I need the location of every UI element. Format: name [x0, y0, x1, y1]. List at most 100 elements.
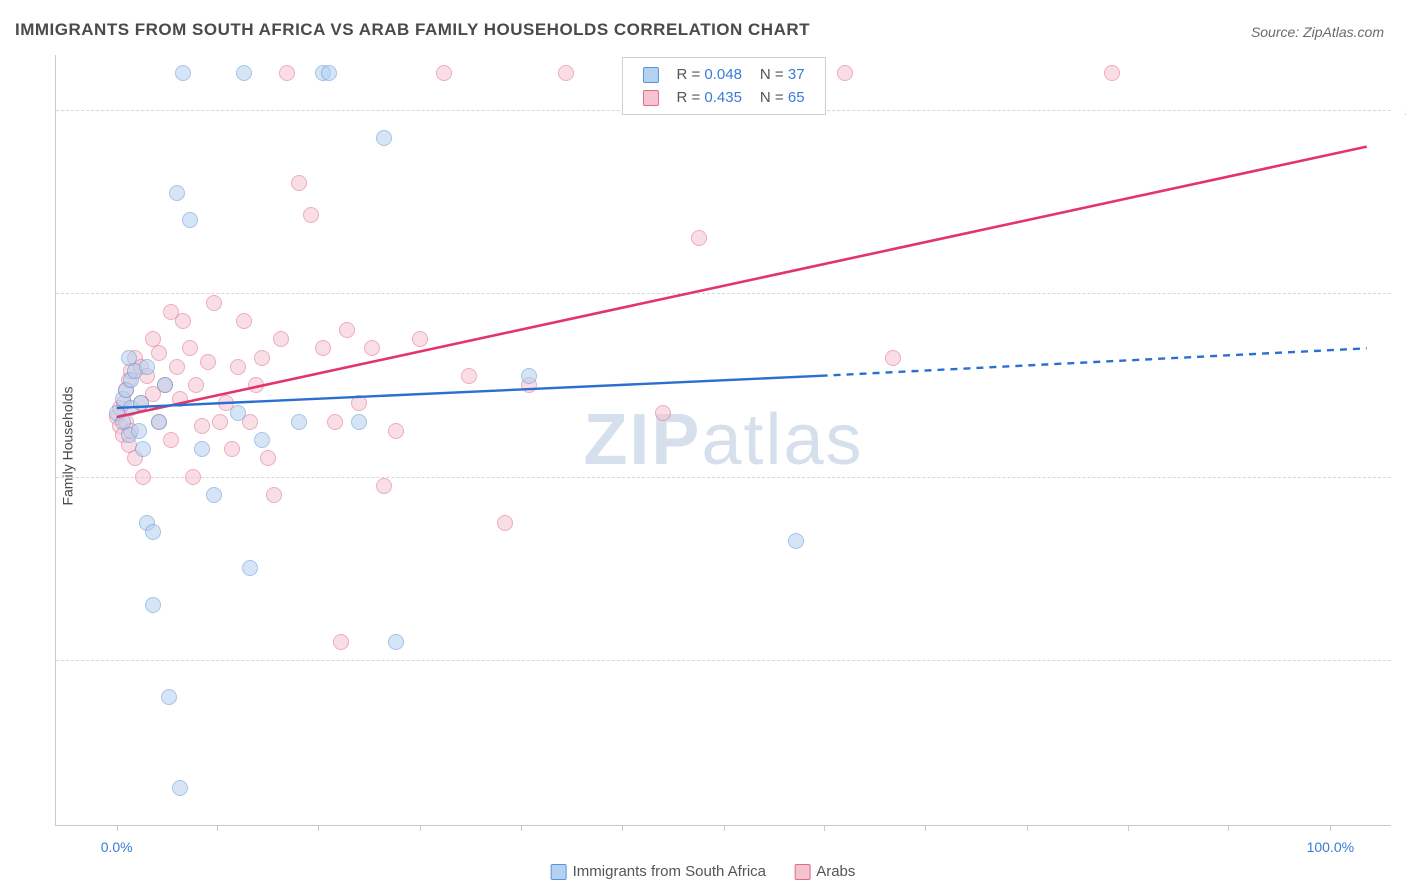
x-tick: [724, 825, 725, 831]
gridline-h: [56, 477, 1391, 478]
scatter-point-pink: [412, 331, 428, 347]
x-tick: [1027, 825, 1028, 831]
scatter-point-pink: [339, 322, 355, 338]
scatter-point-blue: [291, 414, 307, 430]
scatter-point-blue: [254, 432, 270, 448]
scatter-point-pink: [212, 414, 228, 430]
x-tick: [217, 825, 218, 831]
scatter-point-pink: [266, 487, 282, 503]
scatter-point-blue: [242, 560, 258, 576]
scatter-point-blue: [131, 423, 147, 439]
x-tick: [925, 825, 926, 831]
scatter-point-blue: [521, 368, 537, 384]
scatter-point-blue: [157, 377, 173, 393]
scatter-point-pink: [260, 450, 276, 466]
scatter-point-pink: [135, 469, 151, 485]
y-tick-label: 100.0%: [1397, 102, 1406, 118]
scatter-point-blue: [376, 130, 392, 146]
scatter-point-blue: [206, 487, 222, 503]
x-tick: [1330, 825, 1331, 831]
scatter-point-blue: [145, 524, 161, 540]
scatter-point-pink: [315, 340, 331, 356]
series-legend: Immigrants from South Africa Arabs: [539, 863, 868, 880]
scatter-point-blue: [175, 65, 191, 81]
swatch-pink: [642, 90, 658, 106]
scatter-point-blue: [321, 65, 337, 81]
scatter-point-pink: [436, 65, 452, 81]
x-tick: [622, 825, 623, 831]
scatter-point-pink: [273, 331, 289, 347]
scatter-point-pink: [200, 354, 216, 370]
x-tick: [1228, 825, 1229, 831]
scatter-point-pink: [376, 478, 392, 494]
x-tick: [824, 825, 825, 831]
y-tick-label: 40.0%: [1397, 652, 1406, 668]
x-tick-label: 0.0%: [101, 839, 133, 855]
swatch-blue: [642, 67, 658, 83]
scatter-point-pink: [655, 405, 671, 421]
scatter-point-blue: [351, 414, 367, 430]
scatter-point-blue: [151, 414, 167, 430]
scatter-point-pink: [388, 423, 404, 439]
scatter-point-pink: [1104, 65, 1120, 81]
scatter-point-pink: [163, 432, 179, 448]
scatter-point-pink: [303, 207, 319, 223]
scatter-point-pink: [291, 175, 307, 191]
gridline-h: [56, 660, 1391, 661]
x-tick: [1128, 825, 1129, 831]
scatter-point-pink: [206, 295, 222, 311]
scatter-point-pink: [248, 377, 264, 393]
scatter-point-blue: [172, 780, 188, 796]
swatch-blue-icon: [551, 864, 567, 880]
gridline-h: [56, 293, 1391, 294]
scatter-point-pink: [175, 313, 191, 329]
scatter-point-blue: [169, 185, 185, 201]
scatter-point-pink: [188, 377, 204, 393]
scatter-point-pink: [333, 634, 349, 650]
x-tick: [521, 825, 522, 831]
legend-row-blue: R = 0.048 N = 37: [634, 64, 812, 85]
scatter-point-pink: [230, 359, 246, 375]
scatter-point-pink: [461, 368, 477, 384]
source-attribution: Source: ZipAtlas.com: [1251, 24, 1384, 40]
scatter-point-pink: [691, 230, 707, 246]
y-tick-label: 60.0%: [1397, 469, 1406, 485]
scatter-point-pink: [194, 418, 210, 434]
scatter-point-blue: [230, 405, 246, 421]
scatter-point-pink: [169, 359, 185, 375]
scatter-point-blue: [133, 395, 149, 411]
scatter-point-blue: [135, 441, 151, 457]
correlation-legend: R = 0.048 N = 37 R = 0.435 N = 65: [621, 57, 825, 115]
scatter-point-pink: [254, 350, 270, 366]
scatter-point-pink: [837, 65, 853, 81]
scatter-point-pink: [364, 340, 380, 356]
x-tick: [318, 825, 319, 831]
scatter-point-pink: [351, 395, 367, 411]
legend-item-blue: Immigrants from South Africa: [551, 863, 771, 880]
scatter-point-pink: [182, 340, 198, 356]
scatter-point-blue: [236, 65, 252, 81]
legend-row-pink: R = 0.435 N = 65: [634, 87, 812, 108]
scatter-point-blue: [139, 359, 155, 375]
scatter-point-blue: [182, 212, 198, 228]
scatter-point-blue: [145, 597, 161, 613]
scatter-point-pink: [224, 441, 240, 457]
chart-title: IMMIGRANTS FROM SOUTH AFRICA VS ARAB FAM…: [15, 20, 810, 40]
regression-line: [821, 348, 1367, 376]
x-tick-label: 100.0%: [1307, 839, 1354, 855]
scatter-point-blue: [194, 441, 210, 457]
legend-item-pink: Arabs: [794, 863, 855, 880]
scatter-point-pink: [885, 350, 901, 366]
scatter-point-pink: [558, 65, 574, 81]
x-tick: [117, 825, 118, 831]
scatter-point-pink: [327, 414, 343, 430]
scatter-point-pink: [185, 469, 201, 485]
scatter-point-pink: [497, 515, 513, 531]
scatter-point-pink: [172, 391, 188, 407]
plot-area: ZIPatlas R = 0.048 N = 37 R = 0.435 N = …: [55, 55, 1391, 826]
scatter-point-blue: [161, 689, 177, 705]
scatter-point-pink: [151, 345, 167, 361]
scatter-point-blue: [388, 634, 404, 650]
x-tick: [420, 825, 421, 831]
scatter-point-pink: [279, 65, 295, 81]
